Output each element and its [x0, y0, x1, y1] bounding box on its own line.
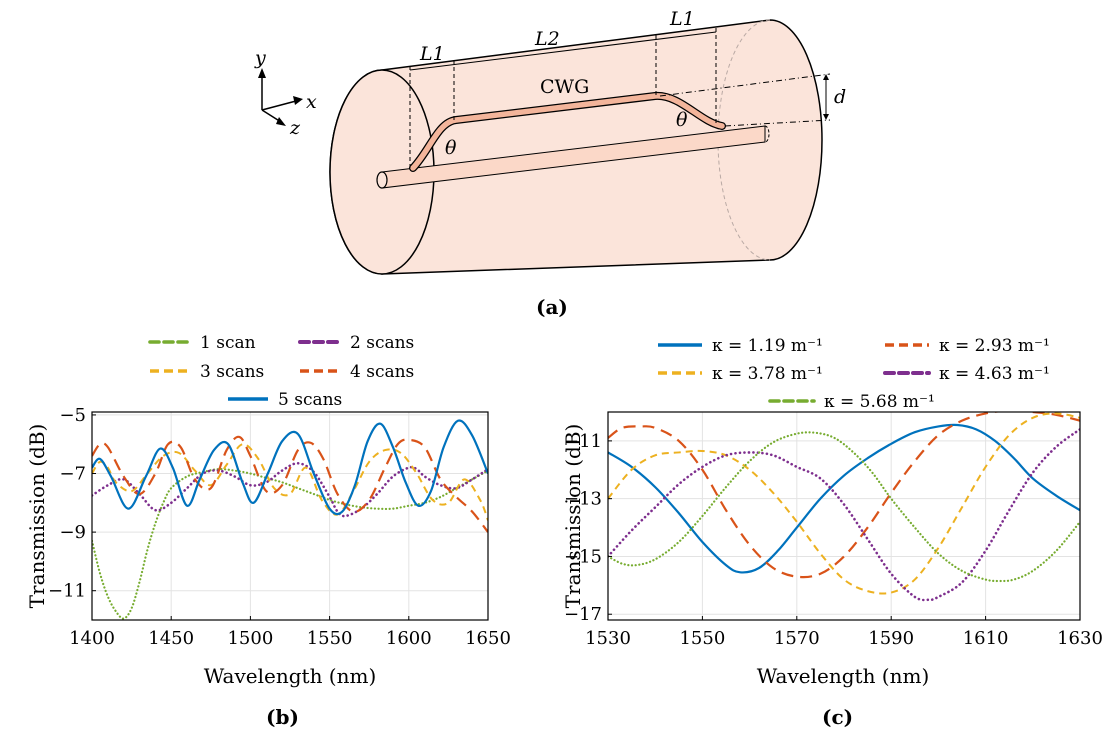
dim-d: d	[834, 86, 846, 108]
x-tick-label: 1590	[868, 628, 914, 649]
legend-label: 4 scans	[350, 362, 414, 382]
ticks-c: 1530 1550 1570 1590 1610 1630 −17 −15 −13 −11	[564, 431, 1103, 649]
legend-label: 1 scan	[200, 333, 256, 353]
theta-left: θ	[445, 137, 457, 159]
x-tick-label: 1610	[963, 628, 1009, 649]
y-tick-label: −9	[59, 522, 86, 543]
ylabel-c: Transmission (dB)	[561, 424, 585, 609]
legend-label: 2 scans	[350, 333, 414, 353]
ylabel-b: Transmission (dB)	[25, 424, 49, 609]
y-tick-label: −11	[48, 581, 86, 602]
fiber-diagram: y x z L1 L2 L1 d CWG θ	[254, 8, 846, 319]
y-tick-label: −13	[564, 489, 602, 510]
y-tick-label: −5	[59, 405, 86, 426]
x-tick-label: 1500	[227, 628, 273, 649]
legend-c: κ = 1.19 m⁻¹ κ = 2.93 m⁻¹κ = 3.78 m⁻¹ κ = …	[658, 336, 1050, 412]
x-tick-label: 1400	[69, 628, 115, 649]
legend-label: κ = 2.93 m⁻¹	[939, 336, 1050, 356]
ticks-b: 1400 1450 1500 1550 1600 1650 −11 −9 −7 −5	[48, 405, 511, 649]
legend-b: 1 scan 2 scans 3 scans 4 scans 5 scans	[148, 333, 414, 410]
legend-label: 5 scans	[278, 390, 342, 410]
y-tick-label: −15	[564, 546, 602, 567]
series-layer-b	[92, 419, 488, 620]
series-line-4	[92, 435, 488, 533]
panel-label-b: (b)	[266, 705, 299, 729]
core-end-face	[376, 171, 388, 189]
series-line-5	[92, 419, 488, 516]
x-tick-label: 1550	[307, 628, 353, 649]
coordinate-axes-icon	[258, 68, 303, 126]
chart-c: 1530 1550 1570 1590 1610 1630 −17 −15 −13 −11 Wav…	[561, 336, 1103, 729]
legend-label: 3 scans	[200, 362, 264, 382]
legend-label: κ = 5.68 m⁻¹	[824, 392, 935, 412]
x-tick-label: 1530	[585, 628, 631, 649]
z-axis-letter: z	[289, 117, 301, 139]
dim-l1-right: L1	[669, 8, 695, 30]
chart-b: 1400 1450 1500 1550 1600 1650 −11 −9 −7 −5 Wavele…	[25, 333, 511, 729]
legend-label: κ = 4.63 m⁻¹	[939, 364, 1050, 384]
x-tick-label: 1550	[679, 628, 725, 649]
grid-c	[607, 412, 1081, 620]
xlabel-c: Wavelength (nm)	[757, 664, 930, 688]
legend-label: κ = 3.78 m⁻¹	[712, 364, 823, 384]
y-tick-label: −17	[564, 604, 602, 625]
frame-b	[91, 411, 489, 621]
xlabel-b: Wavelength (nm)	[204, 664, 377, 688]
x-axis-letter: x	[306, 91, 317, 113]
series-line-2	[92, 461, 488, 518]
x-tick-label: 1630	[1057, 628, 1103, 649]
theta-right: θ	[676, 109, 688, 131]
y-tick-label: −11	[564, 431, 602, 452]
frame-c	[607, 411, 1081, 621]
series-line-5	[608, 431, 1080, 583]
dimension-lines	[409, 28, 831, 170]
x-tick-label: 1570	[774, 628, 820, 649]
cwg-label: CWG	[540, 76, 589, 98]
series-line-4	[608, 428, 1080, 602]
y-axis-letter: y	[254, 47, 266, 69]
x-tick-label: 1600	[386, 628, 432, 649]
x-tick-label: 1450	[148, 628, 194, 649]
x-tick-label: 1650	[465, 628, 511, 649]
series-line-3	[92, 443, 488, 521]
dim-l1-left: L1	[419, 43, 445, 65]
plot-area-b	[92, 412, 488, 620]
series-layer-c	[608, 412, 1080, 602]
panel-label-a: (a)	[536, 295, 568, 319]
series-line-1	[92, 467, 488, 620]
panel-label-c: (c)	[822, 705, 853, 729]
series-line-2	[608, 412, 1080, 579]
dim-l2: L2	[534, 28, 560, 50]
y-tick-label: −7	[59, 464, 86, 485]
legend-label: κ = 1.19 m⁻¹	[712, 336, 823, 356]
